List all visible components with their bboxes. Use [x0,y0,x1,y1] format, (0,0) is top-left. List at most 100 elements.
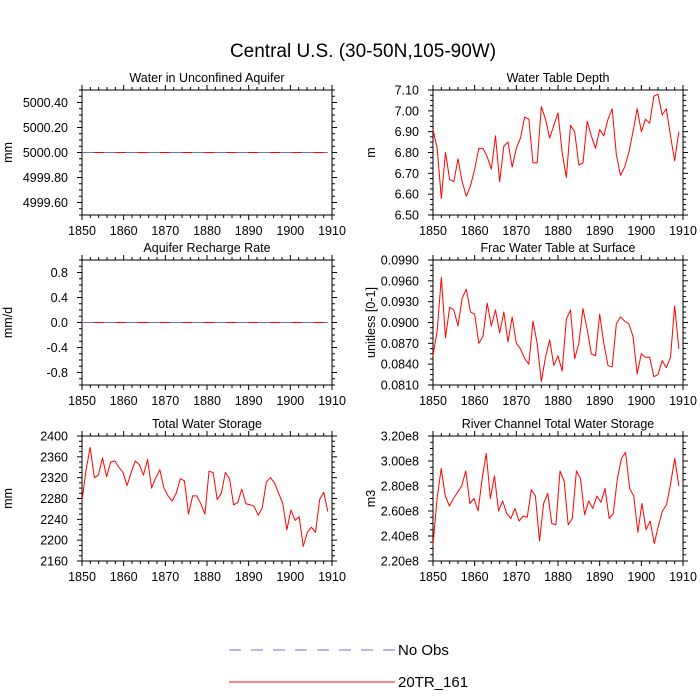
chart-3-x-tick-label: 1890 [235,394,263,408]
chart-2-x-tick-label: 1860 [461,224,489,238]
chart-2-x-tick-label: 1890 [586,224,614,238]
chart-6-y-axis-label: m3 [364,490,378,507]
chart-3-x-tick-label: 1860 [110,394,138,408]
chart-5-x-tick-label: 1900 [276,570,304,584]
chart-1-title: Water in Unconfined Aquifer [129,71,284,85]
chart-3-x-tick-label: 1900 [276,394,304,408]
chart-5-y-tick-label: 2200 [40,534,68,548]
chart-1-x-tick-label: 1910 [318,224,346,238]
chart-6-y-tick-label: 3.00e8 [381,455,419,469]
chart-5-x-tick-label: 1870 [151,570,179,584]
chart-6-x-tick-label: 1850 [419,570,447,584]
chart-3-y-tick-label: 0.4 [51,291,68,305]
chart-5: Total Water Storage 1850 1860 1870 1880 1890 1… [1,417,346,584]
chart-6-title: River Channel Total Water Storage [462,417,655,431]
chart-6-y-tick-label: 2.80e8 [381,480,419,494]
chart-2-frame [432,89,684,216]
chart-4-y-tick-label: 0.0900 [381,316,419,330]
chart-4-y-tick-label: 0.0870 [381,337,419,351]
chart-1-x-tick-label: 1860 [110,224,138,238]
chart-4-x-tick-label: 1870 [502,394,530,408]
chart-2-series-20tr-161 [432,93,680,199]
chart-6-y-tick-label: 3.20e8 [381,430,419,444]
chart-4-y-tick-label: 0.0930 [381,295,419,309]
chart-3-y-tick-label: -0.4 [46,341,68,355]
chart-1-x-tick-label: 1890 [235,224,263,238]
chart-4-y-axis-label: unitless [0-1] [364,287,378,358]
chart-2-y-tick-label: 6.90 [395,125,419,139]
chart-6: River Channel Total Water Storage 1850 186… [364,417,697,584]
chart-4-x-tick-label: 1900 [627,394,655,408]
chart-2-x-tick-label: 1900 [627,224,655,238]
chart-4-x-tick-label: 1850 [419,394,447,408]
chart-5-y-tick-label: 2400 [40,430,68,444]
chart-4-x-tick-label: 1910 [669,394,697,408]
chart-6-x-tick-label: 1860 [461,570,489,584]
chart-3-y-tick-label: 0.8 [51,266,68,280]
chart-3-x-tick-label: 1850 [68,394,96,408]
chart-2-y-tick-label: 6.80 [395,146,419,160]
panels: Water in Unconfined Aquifer 1850 1860 1870 1… [1,71,697,584]
chart-6-x-tick-label: 1900 [627,570,655,584]
chart-6-y-tick-label: 2.60e8 [381,505,419,519]
chart-2-x-tick-label: 1870 [502,224,530,238]
chart-5-y-tick-label: 2160 [40,555,68,569]
chart-4-y-tick-label: 0.0840 [381,358,419,372]
chart-5-series-20tr-161 [81,446,329,547]
chart-1-x-tick-label: 1880 [193,224,221,238]
chart-3-x-tick-label: 1880 [193,394,221,408]
chart-6-series-20tr-161 [432,451,680,545]
chart-2-title: Water Table Depth [507,71,610,85]
legend-label-20tr-161: 20TR_161 [398,674,468,691]
chart-5-y-axis-label: mm [1,488,15,509]
legend: No Obs 20TR_161 [229,642,468,691]
chart-3-x-tick-label: 1910 [318,394,346,408]
chart-2-y-tick-label: 7.10 [395,84,419,98]
chart-5-x-tick-label: 1850 [68,570,96,584]
chart-5-y-tick-label: 2320 [40,471,68,485]
chart-3-y-tick-label: -0.8 [46,366,68,380]
chart-4-x-tick-label: 1880 [544,394,572,408]
chart-3-title: Aquifer Recharge Rate [143,241,270,255]
chart-4-y-tick-label: 0.0810 [381,379,419,393]
chart-2-y-tick-label: 6.60 [395,188,419,202]
chart-5-y-tick-label: 2360 [40,450,68,464]
chart-5-frame [81,435,333,562]
chart-2-y-tick-label: 6.50 [395,209,419,223]
chart-1-y-tick-label: 5000.40 [23,96,68,110]
chart-2-x-tick-label: 1850 [419,224,447,238]
chart-5-y-tick-label: 2280 [40,492,68,506]
chart-5-y-tick-label: 2240 [40,513,68,527]
chart-4-y-tick-label: 0.0990 [381,254,419,268]
chart-3: Aquifer Recharge Rate 1850 1860 1870 1880 189… [1,241,346,408]
chart-6-x-tick-label: 1880 [544,570,572,584]
chart-4-x-tick-label: 1890 [586,394,614,408]
chart-6-x-tick-label: 1870 [502,570,530,584]
chart-6-x-tick-label: 1890 [586,570,614,584]
chart-1-x-tick-label: 1870 [151,224,179,238]
chart-5-x-tick-label: 1880 [193,570,221,584]
chart-5-x-tick-label: 1860 [110,570,138,584]
chart-1-x-tick-label: 1900 [276,224,304,238]
chart-2-y-axis-label: m [364,147,378,157]
chart-4-series-20tr-161 [432,276,680,383]
main-title: Central U.S. (30-50N,105-90W) [230,41,496,62]
chart-1-y-tick-label: 4999.60 [23,196,68,210]
chart-2-y-tick-label: 6.70 [395,167,419,181]
chart-3-y-tick-label: 0.0 [51,316,68,330]
chart-6-y-tick-label: 2.40e8 [381,530,419,544]
chart-5-x-tick-label: 1890 [235,570,263,584]
chart-1-y-tick-label: 4999.80 [23,171,68,185]
legend-label-no-obs: No Obs [398,642,449,659]
chart-1: Water in Unconfined Aquifer 1850 1860 1870 1… [1,71,346,238]
chart-1-y-tick-label: 5000.00 [23,146,68,160]
chart-1-x-tick-label: 1850 [68,224,96,238]
chart-6-y-tick-label: 2.20e8 [381,555,419,569]
chart-2-x-tick-label: 1880 [544,224,572,238]
chart-2-x-tick-label: 1910 [669,224,697,238]
chart-5-title: Total Water Storage [152,417,262,431]
chart-1-y-axis-label: mm [1,142,15,163]
chart-3-y-axis-label: mm/d [1,307,15,338]
chart-4-frame [432,259,684,386]
